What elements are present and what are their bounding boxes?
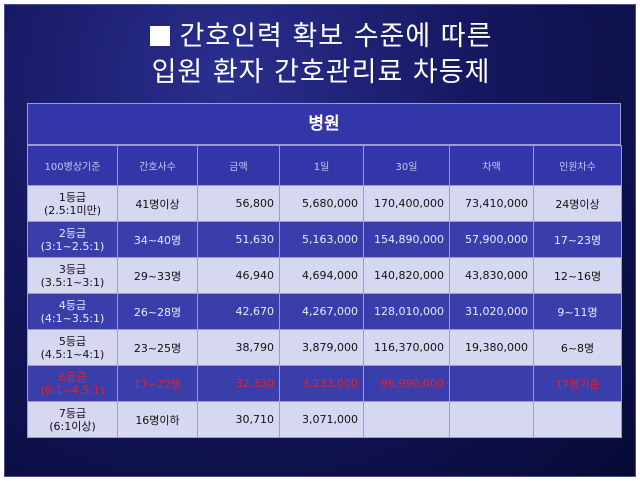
daily-cell: 3,071,000 [279, 401, 364, 438]
nurses-cell: 41명이상 [117, 185, 198, 222]
staff-diff-cell: 9~11명 [533, 293, 622, 330]
monthly-cell: 116,370,000 [363, 329, 450, 366]
title-line-1-text: 간호인력 확보 수준에 따른 [179, 21, 493, 52]
grade-cell: 6등급 (6:1~4.5:1) [27, 365, 118, 402]
table-row: 3등급 (3.5:1~3:1) 29~33명 46,940 4,694,000 140,8… [27, 257, 622, 294]
grade-cell: 2등급 (3:1~2.5:1) [27, 221, 118, 258]
nurses-cell: 26~28명 [117, 293, 198, 330]
grade-ratio: (4.5:1~4:1) [40, 347, 105, 361]
column-header: 100병상기준 [27, 145, 118, 186]
monthly-cell [363, 401, 450, 438]
grade-ratio: (2.5:1미만) [43, 203, 102, 217]
hospital-group-header: 병원 [27, 103, 621, 145]
diff-cell: 73,410,000 [449, 185, 534, 222]
grade-label: 6등급 [58, 370, 87, 384]
grade-label: 2등급 [58, 226, 87, 240]
grade-ratio: (6:1~4.5:1) [40, 383, 105, 397]
amount-cell: 56,800 [197, 185, 280, 222]
table-row: 6등급 (6:1~4.5:1) 17~22명 32,330 3,233,000 96,99… [27, 365, 622, 402]
staff-diff-cell: 6~8명 [533, 329, 622, 366]
diff-cell: 57,900,000 [449, 221, 534, 258]
nurses-cell: 29~33명 [117, 257, 198, 294]
table-row: 4등급 (4:1~3.5:1) 26~28명 42,670 4,267,000 128,0… [27, 293, 622, 330]
title-line-1: 간호인력 확보 수준에 따른 [5, 19, 637, 55]
grade-cell: 4등급 (4:1~3.5:1) [27, 293, 118, 330]
daily-cell: 4,694,000 [279, 257, 364, 294]
grade-label: 3등급 [58, 262, 87, 276]
nurses-cell: 34~40명 [117, 221, 198, 258]
amount-cell: 46,940 [197, 257, 280, 294]
amount-cell: 42,670 [197, 293, 280, 330]
table-row: 5등급 (4.5:1~4:1) 23~25명 38,790 3,879,000 116,3… [27, 329, 622, 366]
slide-title: 간호인력 확보 수준에 따른 입원 환자 간호관리료 차등제 [5, 19, 637, 91]
daily-cell: 5,680,000 [279, 185, 364, 222]
column-header-row: 100병상기준 간호사수 금액 1일 30일 차액 인원차수 [27, 145, 622, 186]
amount-cell: 32,330 [197, 365, 280, 402]
monthly-cell: 170,400,000 [363, 185, 450, 222]
monthly-cell: 140,820,000 [363, 257, 450, 294]
square-bullet-icon [149, 26, 170, 46]
diff-cell: 19,380,000 [449, 329, 534, 366]
grade-cell: 1등급 (2.5:1미만) [27, 185, 118, 222]
staff-diff-cell: 12~16명 [533, 257, 622, 294]
nurses-cell: 23~25명 [117, 329, 198, 366]
daily-cell: 3,233,000 [279, 365, 364, 402]
slide: 간호인력 확보 수준에 따른 입원 환자 간호관리료 차등제 병원 100병상기… [4, 4, 636, 477]
fee-table: 100병상기준 간호사수 금액 1일 30일 차액 인원차수 1등급 (2.5:1… [27, 145, 622, 438]
daily-cell: 5,163,000 [279, 221, 364, 258]
column-header: 1일 [279, 145, 364, 186]
table-row: 2등급 (3:1~2.5:1) 34~40명 51,630 5,163,000 154,8… [27, 221, 622, 258]
amount-cell: 30,710 [197, 401, 280, 438]
diff-cell: 31,020,000 [449, 293, 534, 330]
column-header: 차액 [449, 145, 534, 186]
grade-label: 1등급 [58, 190, 87, 204]
column-header: 인원차수 [533, 145, 622, 186]
amount-cell: 51,630 [197, 221, 280, 258]
daily-cell: 4,267,000 [279, 293, 364, 330]
staff-diff-cell: 17명기준 [533, 365, 622, 402]
grade-cell: 5등급 (4.5:1~4:1) [27, 329, 118, 366]
staff-diff-cell: 17~23명 [533, 221, 622, 258]
diff-cell [449, 365, 534, 402]
grade-label: 5등급 [58, 334, 87, 348]
grade-ratio: (3.5:1~3:1) [40, 275, 105, 289]
fee-table-body: 100병상기준 간호사수 금액 1일 30일 차액 인원차수 1등급 (2.5:1… [27, 145, 622, 438]
grade-cell: 3등급 (3.5:1~3:1) [27, 257, 118, 294]
grade-ratio: (3:1~2.5:1) [40, 239, 105, 253]
grade-cell: 7등급 (6:1이상) [27, 401, 118, 438]
monthly-cell: 154,890,000 [363, 221, 450, 258]
column-header: 금액 [197, 145, 280, 186]
grade-ratio: (4:1~3.5:1) [40, 311, 105, 325]
grade-ratio: (6:1이상) [49, 419, 96, 433]
title-line-2: 입원 환자 간호관리료 차등제 [151, 57, 491, 88]
column-header: 30일 [363, 145, 450, 186]
monthly-cell: 96,990,000 [363, 365, 450, 402]
nurses-cell: 17~22명 [117, 365, 198, 402]
table-row: 7등급 (6:1이상) 16명이하 30,710 3,071,000 [27, 401, 622, 438]
amount-cell: 38,790 [197, 329, 280, 366]
staff-diff-cell [533, 401, 622, 438]
grade-label: 4등급 [58, 298, 87, 312]
table-row: 1등급 (2.5:1미만) 41명이상 56,800 5,680,000 170,400,… [27, 185, 622, 222]
diff-cell: 43,830,000 [449, 257, 534, 294]
diff-cell [449, 401, 534, 438]
monthly-cell: 128,010,000 [363, 293, 450, 330]
column-header: 간호사수 [117, 145, 198, 186]
fee-table-container: 병원 100병상기준 간호사수 금액 1일 30일 차액 인원차수 1등급 (2.… [27, 103, 622, 438]
nurses-cell: 16명이하 [117, 401, 198, 438]
daily-cell: 3,879,000 [279, 329, 364, 366]
grade-label: 7등급 [58, 406, 87, 420]
staff-diff-cell: 24명이상 [533, 185, 622, 222]
